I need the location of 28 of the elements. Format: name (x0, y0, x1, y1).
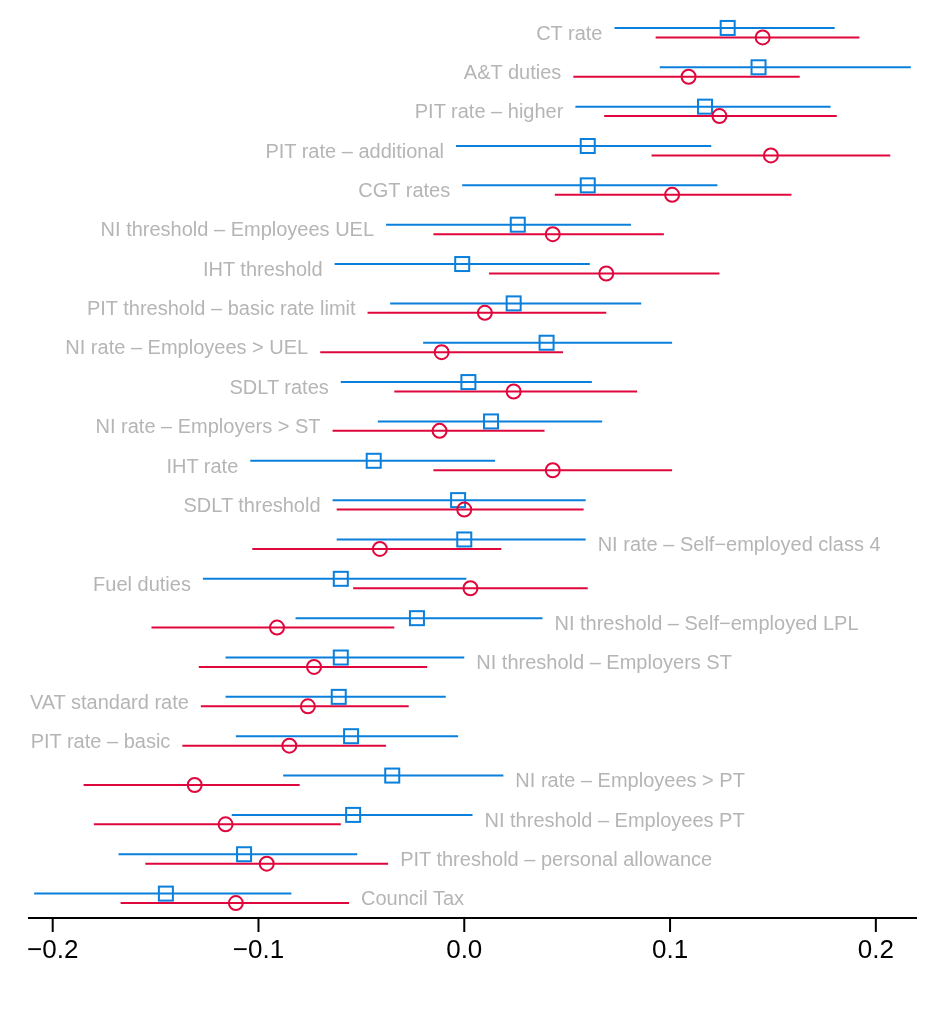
x-tick-label: −0.1 (232, 934, 285, 965)
y-tick-label: IHT threshold (202, 257, 323, 280)
y-tick-label: PIT threshold – personal allowance (400, 847, 713, 870)
y-tick-label: NI rate – Self−employed class 4 (597, 533, 881, 556)
x-tick-label: 0.0 (446, 934, 483, 965)
y-tick-label: CGT rates (358, 179, 451, 202)
y-tick-label: SDLT threshold (183, 493, 321, 516)
y-tick-label: NI threshold – Employees UEL (100, 218, 375, 241)
y-tick-label: PIT rate – higher (414, 100, 564, 123)
y-tick-label: NI rate – Employees > PT (515, 769, 745, 792)
y-tick-label: NI threshold – Self−employed LPL (554, 611, 859, 634)
y-tick-label: NI rate – Employees > UEL (65, 336, 309, 359)
y-tick-label: NI rate – Employers > ST (95, 415, 321, 438)
y-tick-label: CT rate (536, 21, 603, 44)
y-tick-label: PIT threshold – basic rate limit (86, 297, 356, 320)
x-tick-label: −0.2 (27, 934, 79, 965)
x-tick-label: 0.1 (651, 934, 689, 965)
y-tick-label: IHT rate (166, 454, 239, 477)
y-tick-label: PIT rate – additional (265, 139, 445, 162)
y-tick-label: A&T duties (463, 61, 562, 84)
y-tick-label: VAT standard rate (29, 690, 189, 713)
y-tick-label: PIT rate – basic (30, 729, 171, 752)
y-tick-label: Fuel duties (93, 572, 191, 595)
y-tick-label: SDLT rates (229, 375, 329, 398)
y-tick-label: NI threshold – Employees PT (484, 808, 745, 831)
y-tick-label: NI threshold – Employers ST (476, 651, 732, 674)
x-tick-label: 0.2 (857, 934, 894, 965)
y-tick-label: Council Tax (361, 887, 465, 910)
